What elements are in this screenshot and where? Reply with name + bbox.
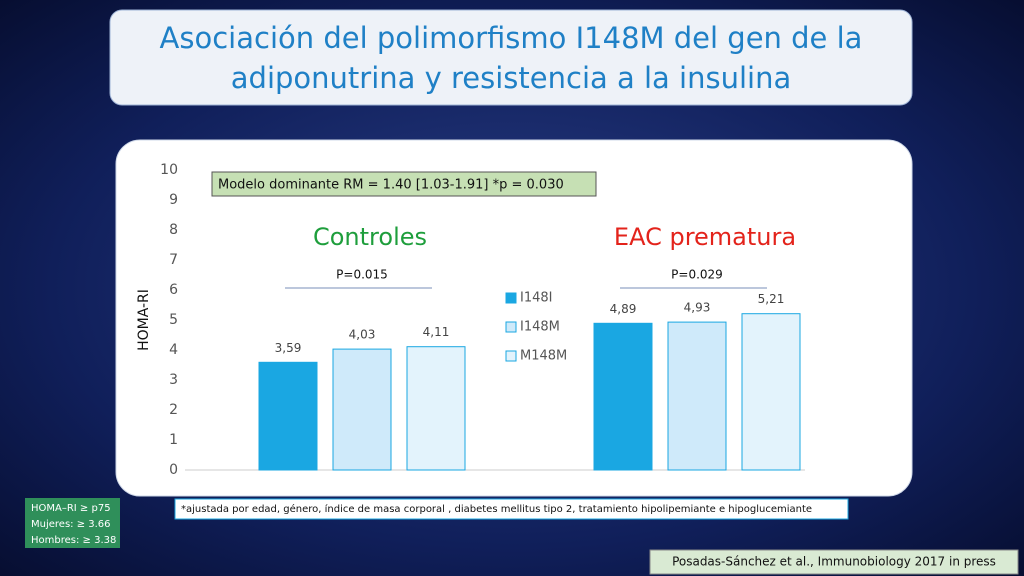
legend-label: I148M [520,320,560,335]
y-tick-label: 10 [160,162,178,178]
y-tick-label: 7 [169,252,178,268]
legend-swatch [505,321,517,333]
group-annotation: P=0.029 [671,268,723,282]
citation: Posadas-Sánchez et al., Immunobiology 20… [672,555,996,569]
group-annotation: P=0.015 [336,268,388,282]
note-box [211,171,597,197]
y-tick-label: 5 [169,312,178,328]
value-label: 4,03 [349,328,376,342]
value-label: 3,59 [275,341,302,355]
category-label: Controles [313,223,427,251]
value-label: 5,21 [758,292,785,306]
criteria: Hombres: ≥ 3.38 [31,535,116,546]
criteria-box [25,498,120,548]
y-tick-label: 8 [169,222,178,238]
criteria: HOMA–RI ≥ p75 [31,503,111,514]
y-tick-label: 0 [169,462,178,478]
y-tick-label: 4 [169,342,178,358]
legend-swatch [505,350,517,362]
title-box [109,9,913,106]
y-tick-label: 2 [169,402,178,418]
note: Modelo dominante RM = 1.40 [1.03-1.91] *… [218,178,564,193]
bar [593,322,653,471]
criteria: Mujeres: ≥ 3.66 [31,519,111,530]
value-label: 4,89 [610,302,637,316]
citation-box [649,549,1019,575]
title-line: adiponutrina y resistencia a la insulina [231,61,791,95]
bar [406,346,466,471]
value-label: 4,11 [423,325,450,339]
y-axis-label: HOMA-RI [136,289,152,351]
value-label: 4,93 [684,301,711,315]
y-tick-label: 3 [169,372,178,388]
bar [332,348,392,471]
legend-label: M148M [520,349,567,364]
legend-swatch [505,292,517,304]
footnote: *ajustada por edad, género, índice de ma… [181,503,812,515]
bar [667,321,727,471]
y-tick-label: 9 [169,192,178,208]
footnote-box [174,498,849,520]
legend-label: I148I [520,291,552,306]
y-tick-label: 1 [169,432,178,448]
y-tick-label: 6 [169,282,178,298]
title-line: Asociación del polimorfismo I148M del ge… [160,21,863,55]
bar [741,313,801,471]
category-label: EAC prematura [614,223,796,251]
bar [258,361,318,471]
